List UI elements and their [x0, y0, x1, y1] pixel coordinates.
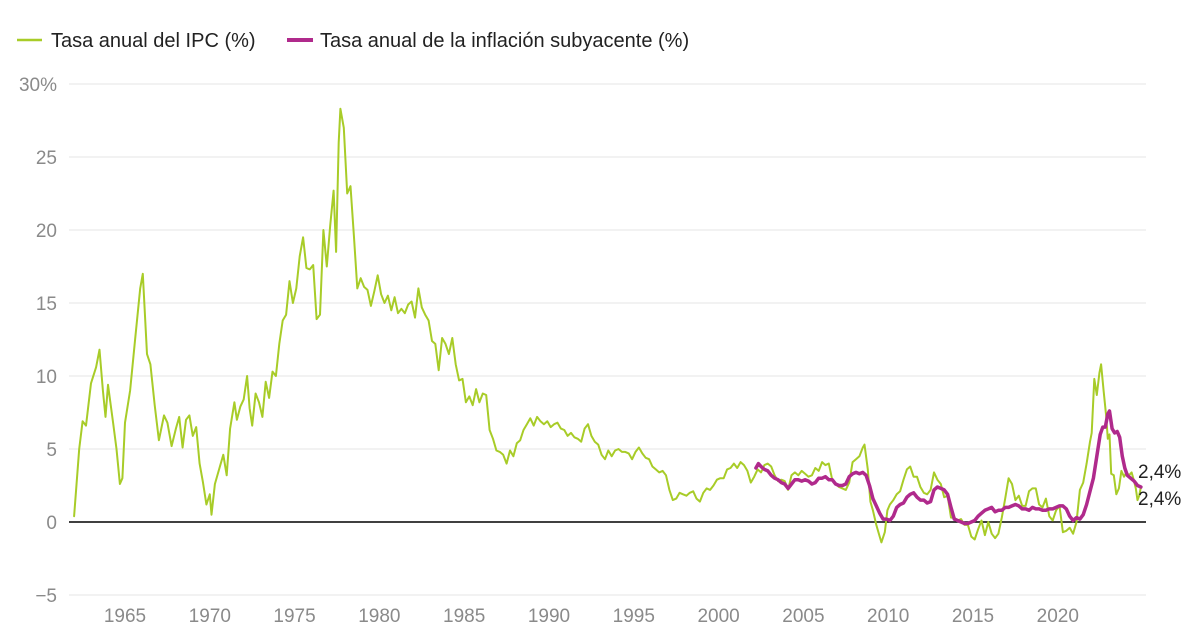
x-tick-label: 2015 — [952, 606, 994, 627]
y-tick-label: 15 — [36, 294, 57, 315]
x-tick-label: 2010 — [867, 606, 909, 627]
y-tick-label: 0 — [46, 513, 57, 534]
x-tick-label: 2000 — [697, 606, 739, 627]
legend-label-core-inflation: Tasa anual de la inflación subyacente (%… — [320, 30, 689, 52]
x-tick-label: 1990 — [528, 606, 570, 627]
series-line-ipc[interactable] — [73, 107, 1142, 544]
legend-item-ipc[interactable]: Tasa anual del IPC (%) — [17, 30, 256, 52]
y-tick-label: −5 — [35, 586, 57, 607]
end-label-core-inflation: 2,4% — [1138, 489, 1181, 510]
x-tick-label: 2005 — [782, 606, 824, 627]
x-tick-label: 1985 — [443, 606, 485, 627]
x-tick-label: 1995 — [613, 606, 655, 627]
y-tick-label: 20 — [36, 221, 57, 242]
x-tick-label: 2020 — [1037, 606, 1079, 627]
series-layer — [73, 107, 1143, 544]
x-tick-label: 1965 — [104, 606, 146, 627]
y-axis-tick-labels: 30% 25 20 15 10 5 0 −5 — [19, 75, 57, 607]
legend-label-ipc: Tasa anual del IPC (%) — [51, 30, 256, 52]
y-gridlines — [69, 83, 1146, 596]
end-value-labels: 2,4% 2,4% — [1138, 462, 1181, 510]
series-line-core-inflation[interactable] — [754, 409, 1143, 526]
y-tick-label: 25 — [36, 148, 57, 169]
x-axis-tick-labels: 1965 1970 1975 1980 1985 1990 1995 2000 2005 2010… — [104, 606, 1079, 627]
legend-item-core-inflation[interactable]: Tasa anual de la inflación subyacente (%… — [287, 30, 689, 52]
x-tick-label: 1975 — [273, 606, 315, 627]
y-tick-label: 5 — [46, 440, 57, 461]
y-tick-label: 30% — [19, 75, 57, 96]
x-tick-label: 1970 — [189, 606, 231, 627]
end-label-ipc: 2,4% — [1138, 462, 1181, 483]
x-tick-label: 1980 — [358, 606, 400, 627]
y-tick-label: 10 — [36, 367, 57, 388]
chart-legend: Tasa anual del IPC (%) Tasa anual de la … — [17, 30, 689, 52]
